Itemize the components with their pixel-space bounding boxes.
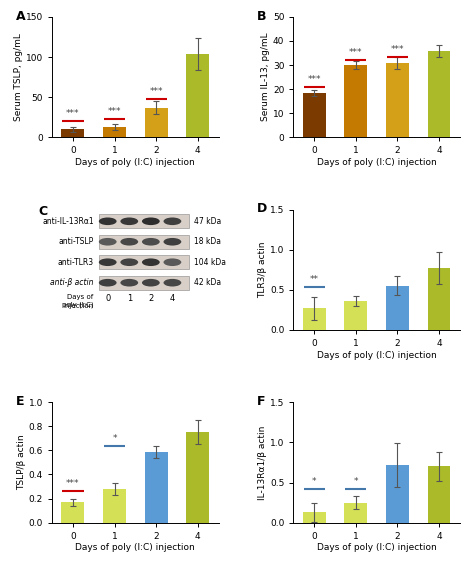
- Bar: [428, 51, 450, 137]
- Bar: [344, 502, 367, 523]
- Text: ***: ***: [349, 48, 363, 57]
- Text: anti-IL-13Rα1: anti-IL-13Rα1: [42, 217, 94, 226]
- Ellipse shape: [142, 259, 160, 266]
- Text: B: B: [257, 10, 266, 22]
- Ellipse shape: [120, 279, 138, 287]
- X-axis label: Days of poly (I:C) injection: Days of poly (I:C) injection: [317, 158, 437, 167]
- Bar: [386, 62, 409, 137]
- Text: ***: ***: [391, 44, 404, 53]
- Text: 42 kDa: 42 kDa: [193, 278, 221, 287]
- Ellipse shape: [99, 217, 117, 225]
- Bar: [303, 309, 326, 330]
- Bar: [344, 65, 367, 137]
- Text: A: A: [16, 10, 25, 22]
- X-axis label: Days of poly (I:C) injection: Days of poly (I:C) injection: [75, 158, 195, 167]
- Text: E: E: [16, 395, 24, 408]
- Ellipse shape: [164, 259, 181, 266]
- Text: anti-TLR3: anti-TLR3: [58, 258, 94, 267]
- Text: *: *: [112, 434, 117, 443]
- Bar: [103, 127, 126, 137]
- Ellipse shape: [99, 238, 117, 246]
- Ellipse shape: [120, 238, 138, 246]
- Text: C: C: [39, 205, 48, 217]
- Text: anti-TSLP: anti-TSLP: [58, 237, 94, 246]
- Ellipse shape: [142, 279, 160, 287]
- Text: ***: ***: [66, 109, 80, 118]
- Ellipse shape: [120, 259, 138, 266]
- Text: D: D: [257, 202, 267, 215]
- Text: ***: ***: [66, 479, 80, 488]
- Bar: [99, 255, 189, 269]
- Bar: [186, 54, 209, 137]
- Text: 2: 2: [148, 294, 154, 303]
- Ellipse shape: [164, 279, 181, 287]
- Ellipse shape: [164, 238, 181, 246]
- Bar: [186, 432, 209, 523]
- Text: 1: 1: [127, 294, 132, 303]
- X-axis label: Days of poly (I:C) injection: Days of poly (I:C) injection: [317, 351, 437, 360]
- Text: Days of
poly (I:C): Days of poly (I:C): [62, 294, 94, 308]
- Bar: [386, 465, 409, 523]
- Text: ***: ***: [308, 75, 321, 84]
- Text: 18 kDa: 18 kDa: [193, 237, 220, 246]
- Text: *: *: [312, 477, 317, 486]
- Y-axis label: Serum IL-13, pg/mL: Serum IL-13, pg/mL: [261, 33, 270, 121]
- Bar: [62, 129, 84, 137]
- Bar: [344, 301, 367, 330]
- Bar: [428, 268, 450, 330]
- Text: 104 kDa: 104 kDa: [193, 258, 226, 267]
- Ellipse shape: [164, 217, 181, 225]
- Text: 0: 0: [105, 294, 110, 303]
- Text: *: *: [354, 477, 358, 486]
- Y-axis label: Serum TSLP, pg/mL: Serum TSLP, pg/mL: [14, 33, 23, 121]
- Text: injection: injection: [64, 303, 94, 309]
- X-axis label: Days of poly (I:C) injection: Days of poly (I:C) injection: [317, 543, 437, 552]
- Y-axis label: IL-13Rα1/β actin: IL-13Rα1/β actin: [258, 425, 267, 500]
- Text: 47 kDa: 47 kDa: [193, 217, 221, 226]
- Bar: [428, 466, 450, 523]
- Ellipse shape: [142, 217, 160, 225]
- X-axis label: Days of poly (I:C) injection: Days of poly (I:C) injection: [75, 543, 195, 552]
- Bar: [145, 107, 168, 137]
- Text: ***: ***: [149, 87, 163, 96]
- Ellipse shape: [120, 217, 138, 225]
- Bar: [303, 93, 326, 137]
- Text: anti-β actin: anti-β actin: [50, 278, 94, 287]
- Bar: [99, 276, 189, 289]
- Text: ***: ***: [108, 107, 121, 116]
- Ellipse shape: [99, 259, 117, 266]
- Text: 4: 4: [170, 294, 175, 303]
- Ellipse shape: [99, 279, 117, 287]
- Ellipse shape: [142, 238, 160, 246]
- Text: F: F: [257, 395, 265, 408]
- Y-axis label: TSLP/β actin: TSLP/β actin: [17, 434, 26, 490]
- Bar: [103, 489, 126, 523]
- Bar: [303, 512, 326, 523]
- Bar: [386, 286, 409, 330]
- Bar: [62, 502, 84, 523]
- Bar: [99, 235, 189, 248]
- Text: **: **: [310, 275, 319, 284]
- Bar: [99, 214, 189, 228]
- Bar: [145, 452, 168, 523]
- Y-axis label: TLR3/β actin: TLR3/β actin: [258, 242, 267, 298]
